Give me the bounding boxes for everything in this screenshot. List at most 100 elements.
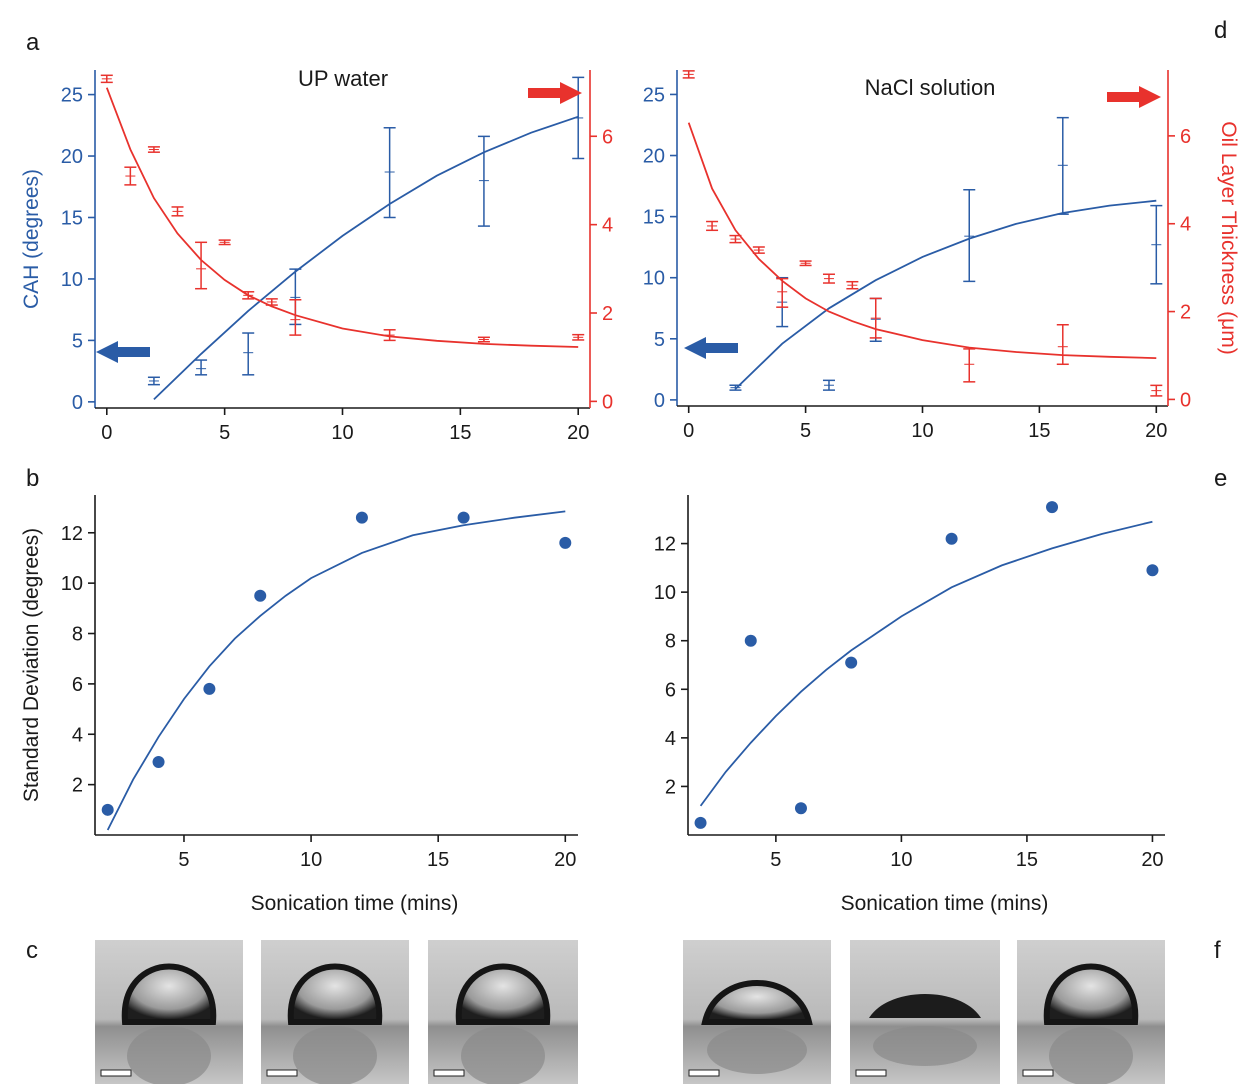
data-point bbox=[694, 816, 707, 829]
y-tick-label: 20 bbox=[643, 146, 665, 168]
y-tick-label: 12 bbox=[61, 523, 83, 545]
errorbar-point-right bbox=[706, 220, 719, 232]
y-tick-label: 5 bbox=[654, 329, 665, 351]
droplet-photo bbox=[850, 940, 1000, 1084]
chart-cah-nacl-solution: 0 5 10 15 20 25 0 5 10 15 20 0 2 4 6 NaCl solution Oil L… bbox=[643, 70, 1240, 442]
panel-label-d: d bbox=[1214, 17, 1227, 44]
x-axis-label: Sonication time (mins) bbox=[841, 892, 1049, 915]
errorbar-point-left bbox=[1150, 204, 1163, 285]
y-tick-label: 8 bbox=[72, 624, 83, 646]
errorbar-point-right bbox=[846, 280, 859, 290]
y-tick-label: 5 bbox=[72, 330, 83, 352]
x-tick-label: 15 bbox=[1016, 849, 1038, 871]
arrow-left-axis-a bbox=[96, 341, 150, 363]
errorbar-point-right bbox=[100, 74, 113, 84]
scale-bar bbox=[855, 1069, 887, 1077]
y-axis-label: CAH (degrees) bbox=[20, 169, 43, 309]
y-tick-label-right: 2 bbox=[1180, 302, 1191, 324]
x-tick-label: 20 bbox=[554, 849, 576, 871]
errorbar-point-right bbox=[147, 146, 160, 153]
x-axis-label: Sonication time (mins) bbox=[251, 892, 459, 915]
errorbar-point-left bbox=[242, 332, 255, 376]
droplet-photo bbox=[261, 940, 409, 1084]
data-point bbox=[744, 634, 757, 647]
y-tick-label-right: 4 bbox=[1180, 214, 1191, 236]
panel-label-a: a bbox=[26, 29, 40, 56]
droplet bbox=[287, 963, 383, 1025]
panel-label-e: e bbox=[1214, 465, 1227, 492]
y-tick-label: 6 bbox=[72, 674, 83, 696]
errorbar-point-right bbox=[799, 260, 812, 267]
droplet-photo bbox=[428, 940, 578, 1084]
x-tick-label: 5 bbox=[770, 849, 781, 871]
y-tick-label: 6 bbox=[665, 679, 676, 701]
droplet-reflection bbox=[873, 1026, 977, 1066]
droplet-photo bbox=[683, 940, 831, 1084]
errorbar-point-left bbox=[383, 127, 396, 219]
data-point bbox=[355, 511, 368, 524]
errorbar-point-left bbox=[147, 376, 160, 386]
y-tick-label: 0 bbox=[654, 390, 665, 412]
fit-line-left bbox=[153, 115, 579, 401]
data-point bbox=[254, 589, 267, 602]
errorbar-point-right bbox=[218, 239, 231, 246]
droplet-reflection bbox=[127, 1026, 211, 1084]
x-tick-label: 10 bbox=[300, 849, 322, 871]
y-tick-label: 10 bbox=[643, 268, 665, 290]
chart-title: NaCl solution bbox=[865, 75, 996, 100]
y-tick-label-right: 6 bbox=[602, 126, 613, 148]
data-point bbox=[794, 802, 807, 815]
data-point bbox=[559, 536, 572, 549]
chart-title: UP water bbox=[298, 66, 388, 91]
errorbar-point-right bbox=[195, 241, 208, 290]
x-tick-label: 10 bbox=[331, 422, 353, 444]
data-point bbox=[845, 656, 858, 669]
y-tick-label: 15 bbox=[643, 207, 665, 229]
y-tick-label: 25 bbox=[643, 84, 665, 106]
arrow-left-axis-d bbox=[684, 337, 738, 359]
y-tick-label: 20 bbox=[61, 146, 83, 168]
errorbar-point-right bbox=[963, 348, 976, 383]
data-point bbox=[457, 511, 470, 524]
y-tick-label: 2 bbox=[665, 776, 676, 798]
data-point bbox=[1146, 564, 1159, 577]
errorbar-point-left bbox=[195, 359, 208, 376]
panel-label-c: c bbox=[26, 937, 38, 964]
fit-line-left bbox=[734, 199, 1157, 390]
scale-bar bbox=[433, 1069, 465, 1077]
errorbar-point-right bbox=[1056, 323, 1069, 366]
errorbar-point-right bbox=[171, 206, 184, 217]
y-axis-label: Standard Deviation (degrees) bbox=[20, 528, 43, 802]
x-tick-label: 20 bbox=[1145, 420, 1167, 442]
y-tick-label-right: 4 bbox=[602, 215, 613, 237]
droplet bbox=[869, 994, 981, 1018]
panel-label-b: b bbox=[26, 465, 39, 492]
panel-label-f: f bbox=[1214, 937, 1221, 964]
data-point bbox=[101, 803, 114, 816]
y-tick-label: 10 bbox=[654, 582, 676, 604]
errorbar-point-right bbox=[124, 166, 137, 186]
errorbar-point-right bbox=[289, 299, 302, 336]
x-tick-label: 5 bbox=[800, 420, 811, 442]
x-tick-label: 0 bbox=[683, 420, 694, 442]
errorbar-point-right bbox=[822, 273, 835, 284]
scale-bar bbox=[688, 1069, 720, 1077]
x-tick-label: 10 bbox=[911, 420, 933, 442]
y-axis-label-right: Oil Layer Thickness (μm) bbox=[1217, 121, 1240, 354]
y-tick-label-right: 6 bbox=[1180, 126, 1191, 148]
x-tick-label: 15 bbox=[427, 849, 449, 871]
droplet-photo bbox=[95, 940, 243, 1084]
errorbar-point-right bbox=[572, 333, 585, 341]
fit-line-right bbox=[105, 87, 579, 348]
x-tick-label: 15 bbox=[449, 422, 471, 444]
y-tick-label: 12 bbox=[654, 534, 676, 556]
scale-bar bbox=[1022, 1069, 1054, 1077]
x-tick-label: 20 bbox=[1141, 849, 1163, 871]
droplet-reflection bbox=[707, 1026, 807, 1074]
droplet-reflection bbox=[461, 1026, 545, 1084]
errorbar-point-right bbox=[383, 329, 396, 342]
x-tick-label: 5 bbox=[178, 849, 189, 871]
x-tick-label: 0 bbox=[101, 422, 112, 444]
scale-bar bbox=[266, 1069, 298, 1077]
